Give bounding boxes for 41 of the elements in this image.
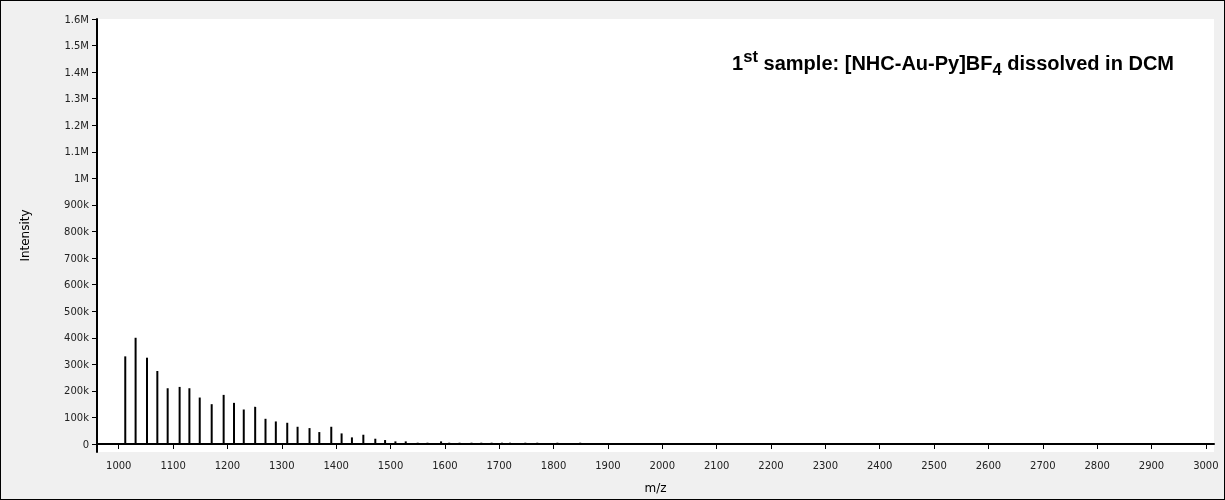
- y-tick-label: 1.2M: [64, 119, 89, 131]
- x-tick-label: 3000: [1193, 459, 1219, 471]
- y-tick-label: 900k: [64, 199, 90, 211]
- x-tick-label: 1300: [269, 459, 295, 471]
- x-tick-label: 2000: [649, 459, 676, 471]
- y-tick-label: 400k: [64, 332, 90, 344]
- y-tick-label: 1.4M: [64, 66, 89, 78]
- x-tick-label: 1700: [486, 459, 512, 471]
- x-tick-label: 2800: [1084, 459, 1110, 471]
- x-tick-label: 2100: [703, 459, 730, 471]
- y-tick-label: 100k: [64, 411, 90, 423]
- y-axis-title: Intensity: [18, 209, 32, 262]
- x-tick-label: 1800: [540, 459, 567, 471]
- y-tick-label: 0: [82, 438, 89, 450]
- x-tick-label: 2500: [921, 459, 947, 471]
- y-tick-label: 500k: [64, 305, 90, 317]
- x-tick-label: 1900: [595, 459, 621, 471]
- x-tick-label: 1500: [377, 459, 404, 471]
- y-tick-label: 300k: [64, 358, 90, 370]
- y-tick-label: 1.1M: [64, 146, 89, 158]
- y-tick-label: 1.3M: [64, 93, 89, 105]
- y-tick-label: 1.5M: [64, 40, 89, 52]
- x-axis-title: m/z: [644, 481, 667, 495]
- y-tick-label: 600k: [64, 279, 90, 291]
- y-tick-label: 200k: [64, 385, 90, 397]
- y-tick-label: 1M: [74, 172, 89, 184]
- x-tick-label: 2900: [1138, 459, 1165, 471]
- x-tick-label: 2600: [975, 459, 1002, 471]
- x-tick-label: 2200: [758, 459, 784, 471]
- x-tick-label: 2300: [812, 459, 839, 471]
- x-tick-label: 1600: [432, 459, 458, 471]
- y-tick-label: 800k: [64, 226, 90, 238]
- x-tick-label: 1000: [106, 459, 132, 471]
- x-tick-label: 1400: [323, 459, 349, 471]
- y-tick-label: 1.6M: [64, 13, 89, 25]
- x-tick-label: 2700: [1030, 459, 1056, 471]
- x-tick-label: 2400: [866, 459, 893, 471]
- x-tick-label: 1200: [214, 459, 241, 471]
- x-tick-label: 1100: [160, 459, 186, 471]
- text: 1$^{st}$ sample: [NHC-Au-Py]BF$_{4}$ dissolved in DCM: [732, 47, 1174, 80]
- y-tick-label: 700k: [64, 252, 90, 264]
